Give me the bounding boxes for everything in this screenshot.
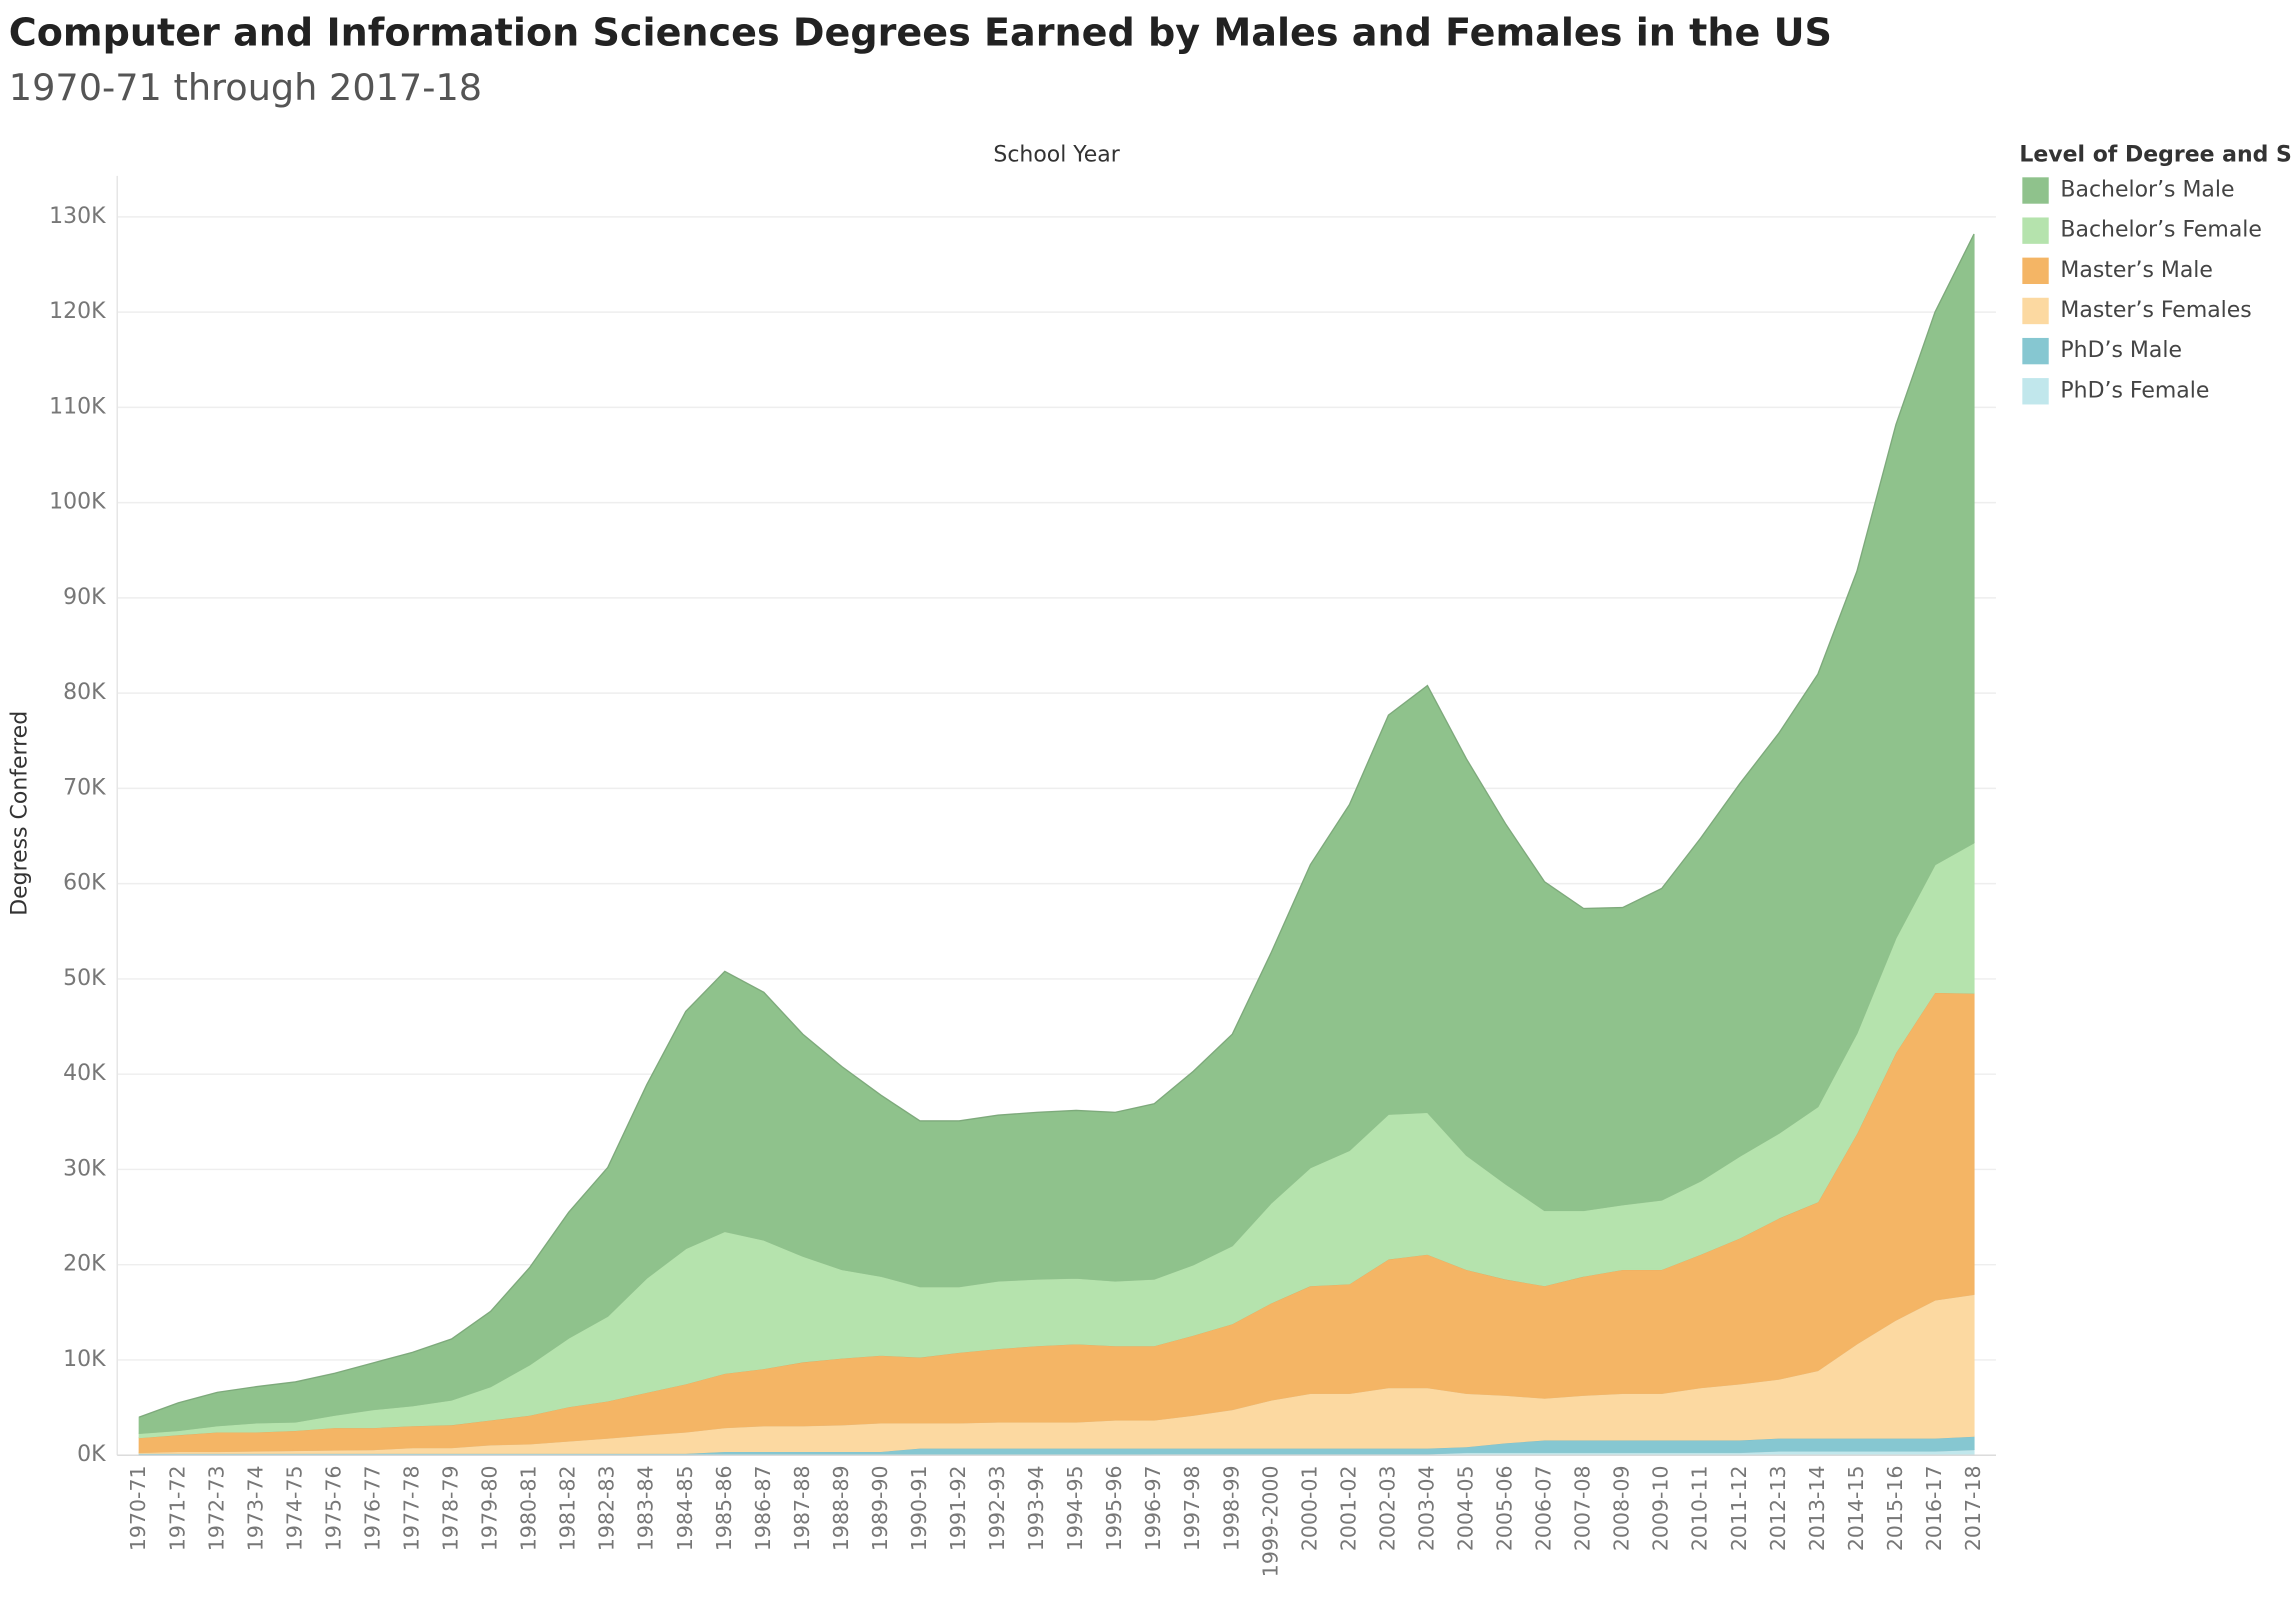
legend-swatch	[2022, 378, 2049, 405]
x-tick-label: 1997-98	[1180, 1465, 1204, 1551]
x-tick-label: 1977-78	[399, 1465, 423, 1551]
legend-label: PhD’s Female	[2060, 378, 2209, 403]
x-tick-label: 2007-08	[1571, 1465, 1595, 1551]
legend-label: Bachelor’s Female	[2060, 218, 2261, 243]
y-tick-label: 0K	[77, 1442, 106, 1467]
y-tick-label: 40K	[63, 1061, 106, 1086]
x-tick-label: 1976-77	[360, 1465, 384, 1551]
x-tick-label: 2011-12	[1727, 1465, 1751, 1551]
legend-label: Bachelor’s Male	[2060, 178, 2234, 203]
x-tick-label: 2013-14	[1805, 1465, 1829, 1551]
x-tick-label: 2010-11	[1688, 1465, 1712, 1551]
area-edge	[138, 233, 1975, 1418]
y-tick-label: 90K	[63, 585, 106, 610]
x-tick-label: 2017-18	[1961, 1465, 1985, 1551]
legend-label: PhD’s Male	[2060, 338, 2182, 363]
x-tick-label: 1985-86	[712, 1465, 736, 1551]
y-tick-label: 10K	[63, 1347, 106, 1372]
x-tick-label: 1973-74	[243, 1465, 267, 1551]
x-tick-label: 1986-87	[751, 1465, 775, 1551]
legend-swatch	[2022, 257, 2049, 285]
x-tick-label: 2009-10	[1649, 1465, 1673, 1551]
x-tick-label: 1979-80	[478, 1465, 502, 1551]
x-axis-title: School Year	[993, 142, 1120, 167]
chart-subtitle: 1970-71 through 2017-18	[9, 66, 482, 109]
y-tick-label: 110K	[49, 394, 106, 419]
x-tick-label: 1972-73	[204, 1465, 228, 1551]
x-tick-label: 1996-97	[1141, 1465, 1165, 1551]
legend-label: Master’s Male	[2060, 258, 2212, 283]
x-tick-label: 2014-15	[1844, 1465, 1868, 1551]
x-tick-label: 2003-04	[1414, 1465, 1438, 1551]
x-tick-label: 1995-96	[1102, 1465, 1126, 1551]
x-tick-label: 1998-99	[1219, 1465, 1243, 1551]
x-tick-label: 1974-75	[282, 1465, 306, 1551]
x-tick-label: 1994-95	[1063, 1465, 1087, 1551]
legend-title: Level of Degree and Sex	[2019, 142, 2292, 167]
chart-title: Computer and Information Sciences Degree…	[9, 11, 1832, 55]
x-tick-label: 2006-07	[1532, 1465, 1556, 1551]
y-tick-label: 100K	[49, 490, 106, 515]
x-tick-label: 2004-05	[1453, 1465, 1477, 1551]
x-tick-label: 2008-09	[1610, 1465, 1634, 1551]
x-tick-label: 1984-85	[673, 1465, 697, 1551]
x-tick-label: 1978-79	[439, 1465, 463, 1551]
x-tick-label: 2000-01	[1297, 1465, 1321, 1551]
legend-label: Master’s Females	[2060, 298, 2251, 323]
x-tick-label: 1990-91	[907, 1465, 931, 1551]
y-tick-label: 50K	[63, 966, 106, 991]
legend-swatch	[2022, 177, 2049, 204]
x-tick-label: 2005-06	[1493, 1465, 1517, 1551]
x-tick-label: 2001-02	[1336, 1465, 1360, 1551]
x-tick-label: 1989-90	[868, 1465, 892, 1551]
x-tick-label: 2012-13	[1766, 1465, 1790, 1551]
x-tick-label: 1993-94	[1024, 1465, 1048, 1551]
x-tick-label: 1999-2000	[1258, 1465, 1282, 1577]
x-tick-label: 2002-03	[1375, 1465, 1399, 1551]
y-tick-label: 80K	[63, 680, 106, 705]
x-tick-label: 1991-92	[946, 1465, 970, 1551]
y-tick-label: 60K	[63, 871, 106, 896]
y-axis-title: Degress Conferred	[8, 711, 33, 916]
y-tick-label: 30K	[63, 1156, 106, 1181]
x-tick-label: 1975-76	[321, 1465, 345, 1551]
x-tick-label: 2016-17	[1922, 1465, 1946, 1551]
y-tick-label: 130K	[49, 204, 106, 229]
legend-swatch	[2022, 337, 2049, 365]
x-tick-label: 1981-82	[556, 1465, 580, 1551]
y-tick-label: 120K	[49, 299, 106, 324]
x-tick-label: 1971-72	[165, 1465, 189, 1551]
area	[138, 233, 1975, 1434]
x-tick-label: 1970-71	[126, 1465, 150, 1551]
x-tick-label: 2015-16	[1883, 1465, 1907, 1551]
x-tick-label: 1982-83	[595, 1465, 619, 1551]
legend-swatch	[2022, 217, 2049, 244]
x-tick-label: 1987-88	[790, 1465, 814, 1551]
legend-swatch	[2022, 297, 2049, 325]
x-tick-label: 1988-89	[829, 1465, 853, 1551]
x-tick-label: 1983-84	[634, 1465, 658, 1551]
y-tick-label: 70K	[63, 775, 106, 800]
y-tick-label: 20K	[63, 1252, 106, 1277]
x-tick-label: 1992-93	[985, 1465, 1009, 1551]
x-tick-label: 1980-81	[517, 1465, 541, 1551]
